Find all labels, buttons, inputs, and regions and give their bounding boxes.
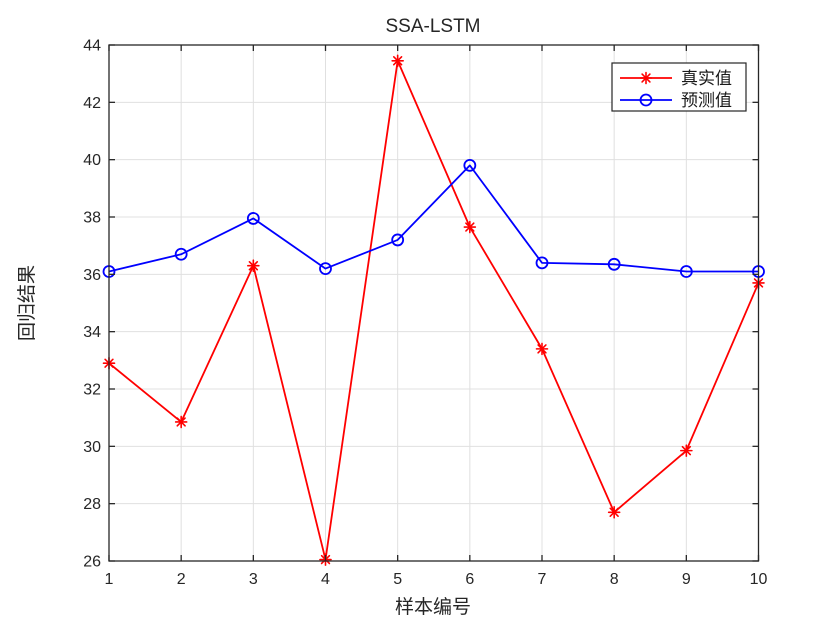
asterisk-stroke <box>392 56 403 66</box>
data-point-predicted <box>607 257 621 271</box>
data-point-predicted <box>679 265 693 278</box>
legend-entry-actual: 真实值 <box>620 69 732 88</box>
y-tick-label: 42 <box>83 95 101 112</box>
y-axis-label: 回归结果 <box>16 265 38 341</box>
y-tick-label: 30 <box>83 439 101 456</box>
axis-box <box>108 44 760 562</box>
x-tick-label: 4 <box>321 571 330 588</box>
x-tick-label: 1 <box>105 571 114 588</box>
series-line-predicted <box>108 164 759 273</box>
x-tick-label: 7 <box>538 571 547 588</box>
y-tick-label: 26 <box>83 554 101 571</box>
x-tick-label: 10 <box>750 571 768 588</box>
x-tick-label: 2 <box>177 571 186 588</box>
data-point-actual <box>535 342 549 356</box>
y-tick-label: 40 <box>83 152 101 169</box>
x-tick-label: 8 <box>610 571 619 588</box>
x-tick-label: 5 <box>393 571 402 588</box>
y-tick-label: 28 <box>83 496 101 513</box>
legend-box <box>611 62 747 112</box>
series-line-actual <box>108 59 760 561</box>
y-tick-label: 34 <box>83 324 101 341</box>
data-point-predicted <box>319 262 332 276</box>
data-point-predicted <box>535 256 549 270</box>
y-tick-label: 32 <box>83 382 101 399</box>
legend-label: 预测值 <box>681 91 732 110</box>
y-tick-label: 38 <box>83 210 101 227</box>
x-tick-label: 3 <box>249 571 258 588</box>
data-point-predicted <box>174 247 188 261</box>
x-tick-label: 9 <box>682 571 691 588</box>
grid-layer <box>108 44 759 562</box>
series-layer <box>102 54 765 566</box>
data-point-predicted <box>463 158 477 172</box>
asterisk-stroke <box>176 417 186 427</box>
legend-circle-marker-icon <box>639 93 653 107</box>
asterisk-stroke <box>641 73 651 83</box>
legend-asterisk-marker-icon <box>639 71 653 85</box>
axis-layer <box>108 44 760 562</box>
asterisk-stroke <box>681 445 692 456</box>
asterisk-stroke <box>609 507 619 517</box>
x-tick-label: 6 <box>465 571 474 588</box>
asterisk-stroke <box>248 261 259 271</box>
data-point-predicted <box>246 212 260 225</box>
data-point-actual <box>463 220 477 234</box>
data-point-actual <box>607 505 621 519</box>
legend-label: 真实值 <box>681 69 732 88</box>
asterisk-stroke <box>465 222 475 232</box>
data-point-actual <box>391 54 404 68</box>
x-axis-label: 样本编号 <box>395 596 471 618</box>
legend-entry-predicted: 预测值 <box>620 91 732 110</box>
y-tick-label: 44 <box>83 38 101 55</box>
y-tick-label: 36 <box>83 267 101 284</box>
data-point-actual <box>680 444 693 457</box>
data-point-actual <box>174 415 188 429</box>
data-point-predicted <box>391 233 405 247</box>
asterisk-stroke <box>537 344 547 354</box>
chart-title: SSA-LSTM <box>385 16 480 37</box>
data-point-actual <box>247 259 260 273</box>
